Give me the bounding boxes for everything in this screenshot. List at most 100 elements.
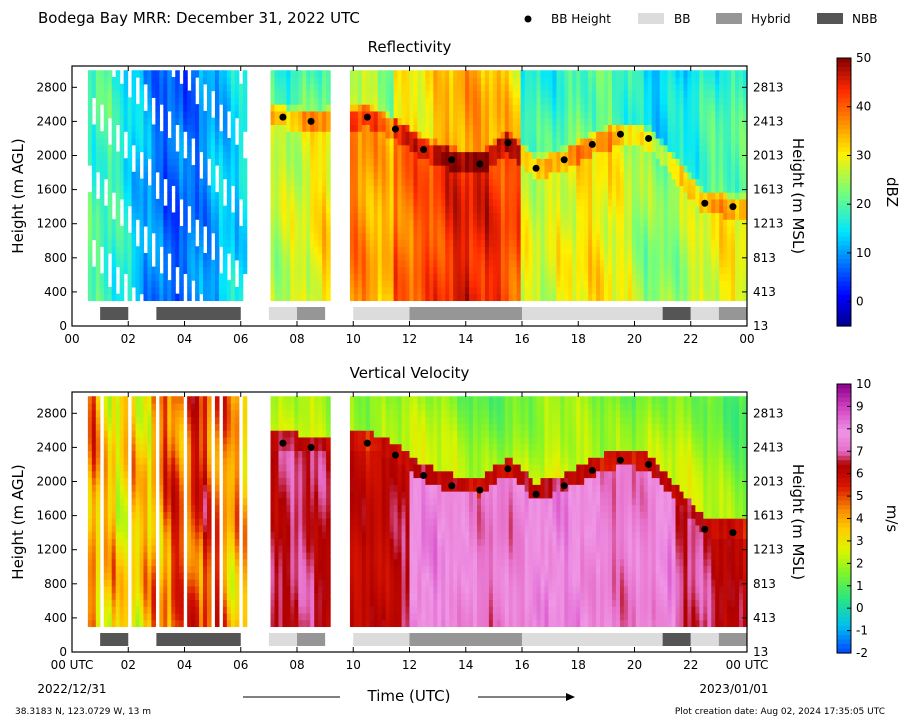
reflectivity-heatmap-cell [155, 212, 160, 220]
reflectivity-heatmap-cell [365, 293, 371, 302]
reflectivity-heatmap-cell [393, 185, 399, 193]
reflectivity-heatmap-cell [214, 70, 220, 78]
reflectivity-heatmap-cell [552, 151, 558, 159]
reflectivity-heatmap-cell [107, 151, 113, 159]
reflectivity-heatmap-cell [87, 198, 93, 207]
reflectivity-heatmap-cell [270, 253, 276, 261]
reflectivity-heatmap-cell [500, 239, 506, 247]
reflectivity-heatmap-cell [699, 178, 704, 186]
reflectivity-heatmap-cell [282, 178, 288, 186]
reflectivity-heatmap-cell [294, 293, 299, 302]
reflectivity-heatmap-cell [473, 97, 478, 105]
reflectivity-heatmap-cell [671, 266, 677, 274]
reflectivity-heatmap-cell [361, 280, 367, 288]
reflectivity-heatmap-cell [91, 192, 97, 200]
reflectivity-heatmap-cell [95, 246, 101, 254]
reflectivity-heatmap-cell [230, 90, 236, 98]
reflectivity-heatmap-cell [588, 185, 593, 193]
reflectivity-heatmap-cell [393, 83, 399, 92]
reflectivity-heatmap-cell [500, 246, 506, 254]
reflectivity-heatmap-cell [357, 137, 363, 146]
reflectivity-heatmap-cell [600, 293, 605, 302]
reflectivity-heatmap-cell [520, 178, 526, 186]
reflectivity-heatmap-cell [199, 83, 204, 92]
reflectivity-heatmap-cell [191, 70, 196, 78]
reflectivity-heatmap-cell [210, 293, 216, 302]
reflectivity-heatmap-cell [528, 219, 534, 227]
reflectivity-heatmap-cell [357, 171, 363, 180]
reflectivity-heatmap-cell [528, 110, 534, 119]
reflectivity-heatmap-cell [627, 273, 633, 281]
reflectivity-heatmap-cell [643, 151, 649, 159]
reflectivity-heatmap-cell [683, 192, 689, 200]
reflectivity-heatmap-cell [473, 232, 478, 241]
reflectivity-heatmap-cell [469, 286, 474, 295]
reflectivity-heatmap-cell [604, 280, 609, 288]
reflectivity-heatmap-cell [298, 293, 303, 302]
reflectivity-heatmap-cell [492, 246, 498, 254]
reflectivity-heatmap-cell [453, 151, 458, 159]
reflectivity-heatmap-cell [699, 205, 704, 214]
reflectivity-heatmap-cell [687, 192, 693, 200]
reflectivity-heatmap-cell [226, 239, 232, 247]
reflectivity-heatmap-cell [615, 144, 621, 153]
reflectivity-heatmap-cell [298, 259, 303, 268]
reflectivity-heatmap-cell [103, 151, 109, 159]
reflectivity-heatmap-cell [675, 185, 681, 193]
reflectivity-heatmap-cell [461, 198, 466, 207]
reflectivity-heatmap-cell [461, 158, 466, 166]
reflectivity-heatmap-cell [461, 239, 466, 247]
reflectivity-heatmap-cell [639, 117, 645, 126]
reflectivity-heatmap-cell [524, 205, 530, 214]
reflectivity-heatmap-cell [612, 144, 617, 153]
reflectivity-heatmap-cell [580, 280, 585, 288]
reflectivity-heatmap-cell [473, 266, 478, 274]
reflectivity-heatmap-cell [409, 205, 415, 214]
reflectivity-heatmap-cell [147, 185, 153, 193]
reflectivity-heatmap-cell [508, 205, 514, 214]
reflectivity-heatmap-cell [401, 232, 407, 241]
reflectivity-heatmap-cell [675, 104, 681, 112]
reflectivity-heatmap-cell [357, 273, 363, 281]
reflectivity-heatmap-cell [457, 124, 462, 132]
reflectivity-heatmap-cell [719, 185, 724, 193]
reflectivity-heatmap-cell [306, 70, 311, 78]
reflectivity-heatmap-cell [310, 212, 315, 220]
reflectivity-heatmap-cell [532, 151, 538, 159]
reflectivity-heatmap-cell [615, 117, 621, 126]
reflectivity-heatmap-cell [433, 219, 438, 227]
reflectivity-heatmap-cell [210, 225, 216, 234]
reflectivity-heatmap-cell [445, 246, 450, 254]
reflectivity-heatmap-cell [612, 110, 617, 119]
reflectivity-heatmap-cell [604, 124, 609, 132]
reflectivity-heatmap-cell [389, 239, 395, 247]
reflectivity-heatmap-cell [524, 151, 530, 159]
reflectivity-heatmap-cell [103, 232, 109, 241]
reflectivity-heatmap-cell [357, 185, 363, 193]
reflectivity-heatmap-cell [274, 219, 280, 227]
reflectivity-heatmap-cell [508, 266, 514, 274]
reflectivity-heatmap-cell [421, 212, 426, 220]
reflectivity-heatmap-cell [520, 137, 526, 146]
reflectivity-heatmap-cell [480, 124, 486, 132]
reflectivity-heatmap-cell [210, 158, 216, 166]
reflectivity-heatmap-cell [608, 225, 613, 234]
reflectivity-heatmap-cell [278, 158, 284, 166]
reflectivity-heatmap-cell [532, 178, 538, 186]
reflectivity-heatmap-cell [711, 137, 716, 146]
reflectivity-heatmap-cell [318, 212, 323, 220]
reflectivity-heatmap-cell [290, 239, 295, 247]
reflectivity-heatmap-cell [477, 192, 482, 200]
reflectivity-heatmap-cell [397, 246, 403, 254]
reflectivity-heatmap-cell [163, 131, 168, 139]
reflectivity-heatmap-cell [568, 185, 573, 193]
reflectivity-heatmap-cell [127, 144, 133, 153]
reflectivity-heatmap-cell [147, 273, 153, 281]
reflectivity-heatmap-cell [87, 286, 93, 295]
reflectivity-heatmap-cell [234, 212, 240, 220]
reflectivity-heatmap-cell [512, 198, 518, 207]
reflectivity-heatmap-cell [532, 192, 538, 200]
reflectivity-heatmap-cell [230, 219, 236, 227]
reflectivity-heatmap-cell [413, 137, 419, 146]
reflectivity-heatmap-cell [683, 104, 689, 112]
